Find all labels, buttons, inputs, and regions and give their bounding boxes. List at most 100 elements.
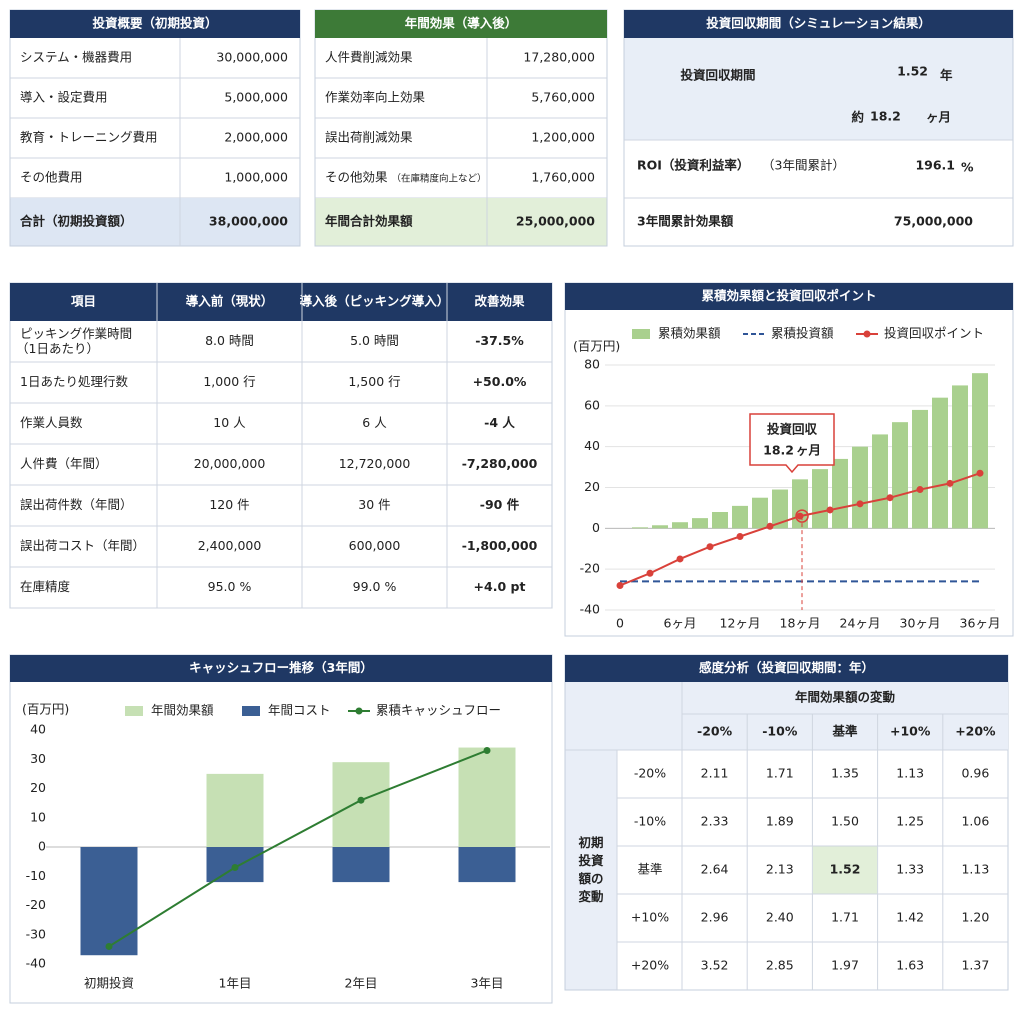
column-header: 導入前（現状） (186, 294, 274, 309)
change: -90 件 (480, 497, 520, 512)
row-header: -20% (634, 766, 666, 781)
x-tick-label: 36ヶ月 (960, 616, 1001, 631)
bar (206, 773, 264, 847)
x-tick-label: 6ヶ月 (664, 616, 697, 631)
bar (812, 469, 828, 529)
x-tick-label: 30ヶ月 (900, 616, 941, 631)
panel-header (624, 10, 1013, 38)
legend-label: 年間コスト (268, 703, 331, 718)
bar (672, 522, 688, 529)
bar (892, 422, 908, 529)
legend-label: 累積投資額 (771, 326, 834, 341)
change: -4 人 (484, 415, 515, 430)
months-prefix: 約 (851, 110, 864, 125)
panel-title: 投資回収期間（シミュレーション結果） (706, 16, 931, 31)
after: 1,500 行 (348, 374, 400, 389)
panel-header (315, 10, 607, 38)
before: 2,400,000 (198, 538, 262, 553)
after: 600,000 (349, 538, 401, 553)
bar (712, 512, 728, 529)
months: 18.2 (870, 109, 901, 124)
legend-marker (863, 330, 871, 338)
row-value: 17,280,000 (523, 50, 595, 65)
legend-label: 累積効果額 (658, 326, 721, 341)
table-frame (9, 282, 553, 609)
cell: 0.96 (961, 766, 989, 781)
item: 誤出荷コスト（年間） (20, 538, 145, 553)
marker (736, 533, 744, 540)
cell: 1.89 (766, 814, 794, 829)
row-label: その他効果 (325, 170, 388, 185)
total-label: 合計（初期投資額） (20, 214, 133, 229)
cell: 1.33 (896, 862, 924, 877)
marker (646, 569, 654, 577)
x-tick-label: 18ヶ月 (780, 616, 821, 631)
row-value: 1,200,000 (531, 130, 595, 145)
row-header: +10% (631, 910, 669, 925)
panel-header (10, 10, 300, 38)
annotation-point (795, 509, 809, 523)
row-label: システム・機器費用 (20, 50, 132, 65)
item: 誤出荷件数（年間） (20, 497, 133, 512)
row-label: 教育・トレーニング費用 (20, 130, 158, 145)
unit-label: (百万円) (573, 339, 620, 354)
after: 6 人 (362, 415, 387, 430)
marker (826, 506, 834, 514)
roi-label: ROI（投資利益率） (637, 158, 749, 173)
column-header: 項目 (71, 294, 96, 309)
column-header: 導入後（ピッキング導入） (300, 294, 450, 309)
after: 30 件 (358, 497, 390, 512)
bar (972, 373, 988, 529)
cell: 1.37 (961, 958, 989, 973)
before: 120 件 (209, 497, 249, 512)
roi-note: （3年間累計） (762, 158, 845, 173)
change: +4.0 pt (474, 579, 526, 594)
unit-label: (百万円) (22, 702, 69, 717)
marker (357, 796, 365, 804)
column-header: -10% (762, 724, 798, 739)
cell: 2.64 (701, 862, 729, 877)
annotation-unit: ヶ月 (796, 443, 821, 458)
total-row (10, 198, 300, 246)
row-group: 初期投資額の変動 (577, 835, 604, 904)
annotation-box (749, 413, 835, 474)
cell: 2.13 (766, 862, 794, 877)
y-tick-label: -10 (26, 868, 46, 883)
row-label: 人件費削減効果 (325, 50, 413, 65)
row-value: 2,000,000 (224, 130, 288, 145)
cell: 1.35 (831, 766, 859, 781)
header-bg (682, 682, 1008, 750)
y-tick-label: 10 (30, 809, 46, 824)
bar (652, 525, 668, 529)
marker (766, 522, 774, 530)
after: 99.0 % (353, 579, 397, 594)
after: 12,720,000 (339, 456, 411, 471)
cell: 1.13 (896, 766, 924, 781)
cell: 1.71 (766, 766, 794, 781)
before: 10 人 (213, 415, 246, 430)
payback-bg (624, 38, 1013, 140)
row-group-bg (565, 750, 617, 990)
bar (458, 747, 516, 847)
row-value: 1,760,000 (531, 170, 595, 185)
marker (616, 582, 624, 589)
marker (231, 863, 239, 871)
bar (458, 847, 516, 883)
bar (80, 847, 138, 956)
x-tick-label: 1年目 (219, 976, 252, 991)
panel-header (565, 283, 1013, 310)
cell: 2.96 (701, 910, 729, 925)
column-header: 基準 (831, 724, 858, 739)
roi: 196.1 (915, 158, 955, 173)
y-tick-label: 40 (584, 438, 600, 453)
bar (332, 847, 390, 883)
cell: 1.25 (896, 814, 924, 829)
row-label: 誤出荷削減効果 (325, 130, 413, 145)
table-header (10, 283, 552, 321)
total-row (315, 198, 607, 246)
bar (852, 446, 868, 529)
y-tick-label: 40 (30, 722, 46, 737)
y-tick-label: 20 (30, 780, 46, 795)
change: -7,280,000 (462, 456, 538, 471)
